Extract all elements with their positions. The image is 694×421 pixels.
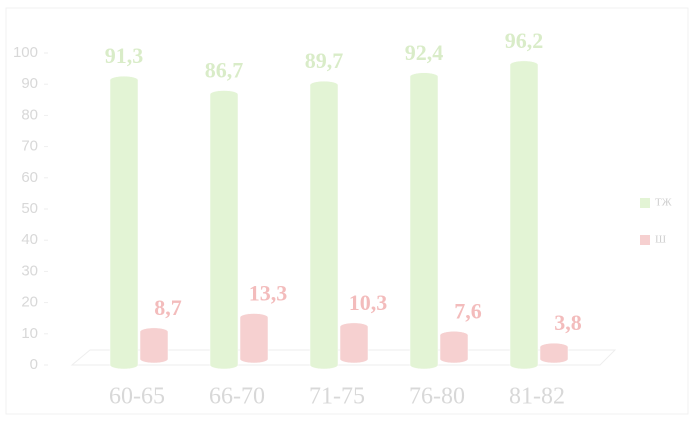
- y-tick-label: 90: [21, 75, 38, 92]
- bar: [539, 342, 569, 364]
- x-tick-label: 81-82: [509, 384, 565, 410]
- bar: [509, 60, 539, 370]
- y-tick-label: 60: [21, 169, 38, 186]
- chart-frame: [5, 7, 689, 415]
- legend-label: ТЖ: [655, 197, 672, 209]
- data-label: 8,7: [154, 295, 182, 320]
- y-tick-label: 20: [21, 294, 38, 311]
- legend-swatch: [640, 198, 650, 208]
- data-label: 96,2: [505, 28, 544, 53]
- bar: [139, 327, 169, 364]
- data-label: 92,4: [405, 40, 444, 65]
- y-tick-label: 50: [21, 200, 38, 217]
- y-tick-label: 40: [21, 231, 38, 248]
- y-tick-label: 80: [21, 106, 38, 123]
- bar: [409, 72, 439, 370]
- x-tick-label: 66-70: [209, 384, 265, 410]
- y-tick-label: 0: [30, 356, 38, 373]
- data-label: 91,3: [105, 43, 144, 68]
- y-tick-label: 100: [13, 44, 38, 61]
- x-tick-label: 60-65: [109, 384, 165, 410]
- y-tick-label: 70: [21, 138, 38, 155]
- data-label: 89,7: [305, 48, 344, 73]
- data-label: 13,3: [249, 281, 288, 306]
- bar: [239, 313, 269, 364]
- legend-swatch: [640, 235, 650, 245]
- data-label: 3,8: [554, 310, 582, 335]
- data-label: 10,3: [349, 290, 388, 315]
- bar: [339, 322, 369, 364]
- x-tick-label: 71-75: [309, 384, 365, 410]
- bar: [209, 90, 239, 370]
- data-label: 86,7: [205, 58, 244, 83]
- x-tick-label: 76-80: [409, 384, 465, 410]
- legend-label: Ш: [655, 234, 666, 246]
- bar: [309, 80, 339, 370]
- bar: [109, 75, 139, 370]
- data-label: 7,6: [454, 298, 482, 323]
- bar: [439, 331, 469, 364]
- y-tick-label: 10: [21, 325, 38, 342]
- y-tick-label: 30: [21, 262, 38, 279]
